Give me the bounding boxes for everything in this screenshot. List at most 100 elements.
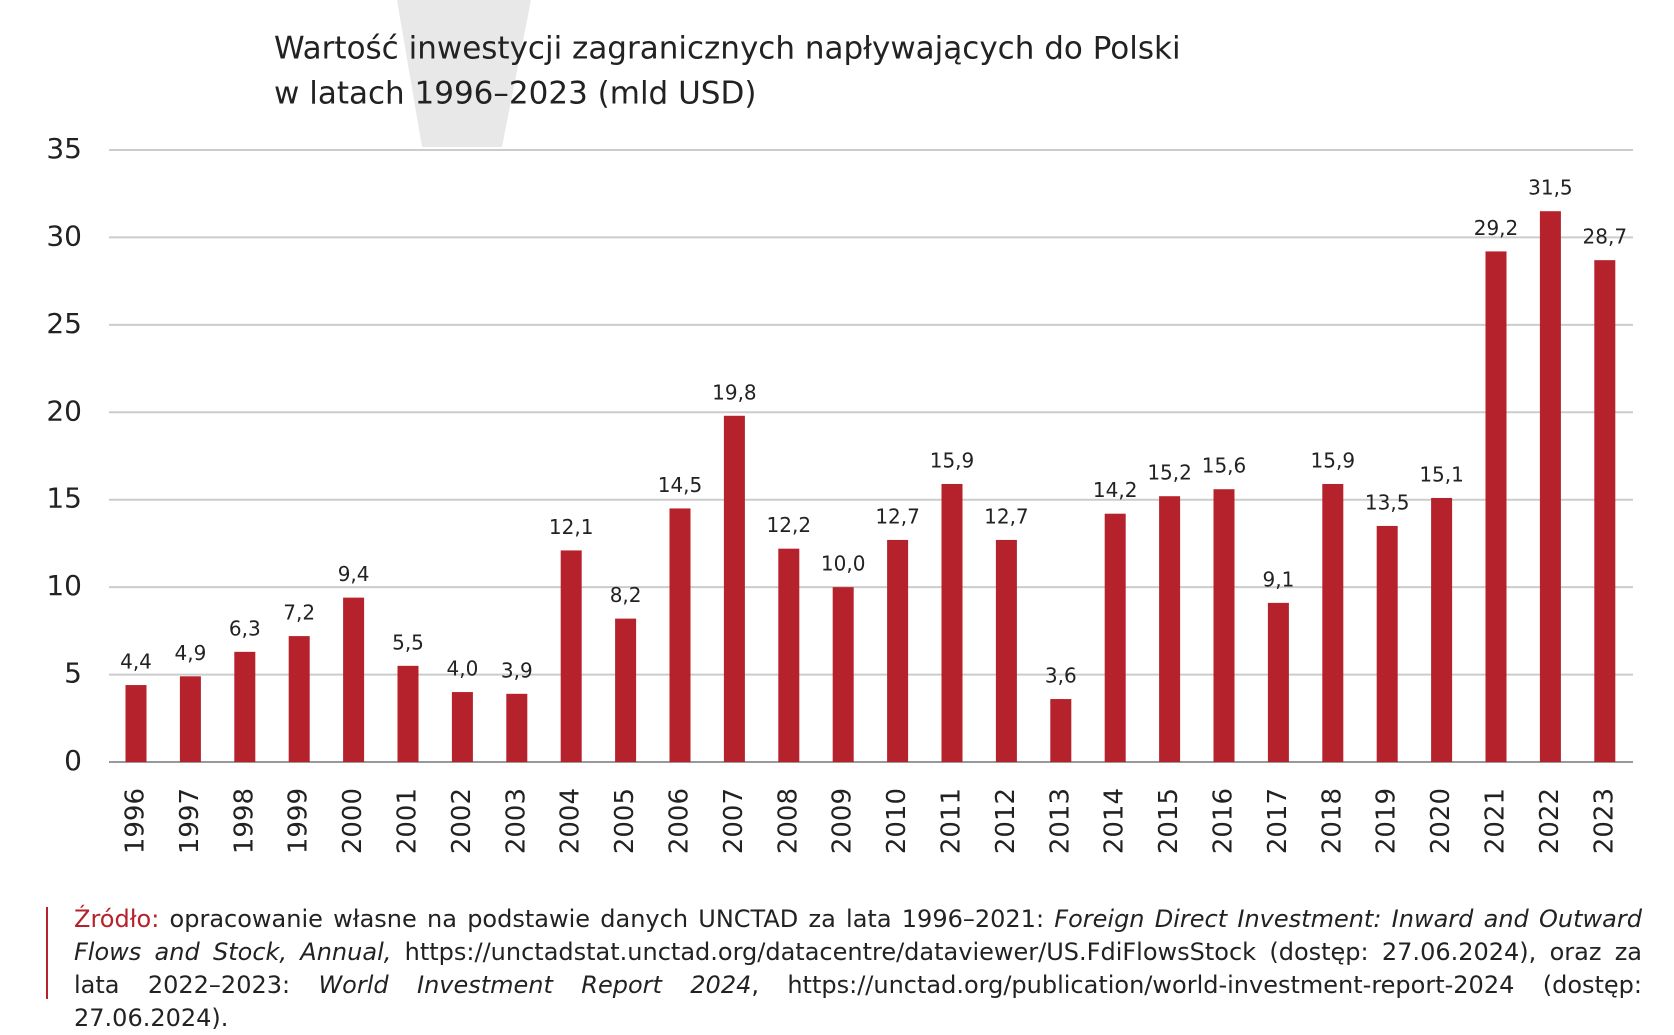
value-label: 3,9 — [501, 658, 533, 682]
x-tick-label: 2013 — [1045, 788, 1075, 854]
x-tick-label: 1997 — [175, 788, 205, 854]
x-tick-label: 2020 — [1426, 788, 1456, 854]
bar — [1213, 489, 1235, 762]
value-label: 15,1 — [1419, 462, 1464, 486]
bar — [941, 483, 963, 762]
bar — [1322, 483, 1344, 762]
chart: Wartość inwestycji zagranicznych napływa… — [46, 0, 1633, 854]
y-tick-label: 5 — [64, 657, 82, 690]
x-tick-label: 2010 — [882, 788, 912, 854]
value-label: 12,2 — [767, 513, 812, 537]
value-label: 4,9 — [174, 641, 206, 665]
y-tick-label: 15 — [46, 482, 82, 515]
value-label: 19,8 — [712, 380, 757, 404]
value-label: 29,2 — [1474, 216, 1519, 240]
bar — [179, 676, 201, 762]
y-tick-label: 35 — [46, 132, 82, 165]
value-label: 5,5 — [392, 630, 424, 654]
bar — [1267, 602, 1289, 762]
value-label: 15,9 — [1311, 448, 1356, 472]
x-tick-label: 1999 — [284, 788, 314, 854]
value-label: 7,2 — [283, 601, 315, 625]
x-tick-label: 2006 — [665, 788, 695, 854]
bar — [1104, 513, 1126, 762]
value-label: 8,2 — [610, 583, 642, 607]
bar — [125, 685, 147, 762]
x-tick-label: 2002 — [447, 788, 477, 854]
x-tick-label: 2009 — [828, 788, 858, 854]
chart-title: Wartość inwestycji zagranicznych napływa… — [274, 31, 1181, 67]
x-tick-label: 2000 — [338, 788, 368, 854]
chart-title: w latach 1996–2023 (mld USD) — [274, 76, 756, 112]
source-text: https://unctadstat.unctad.org/datacentre… — [74, 938, 1643, 999]
bar — [1431, 497, 1453, 762]
value-label: 12,7 — [984, 504, 1029, 528]
y-tick-label: 25 — [46, 307, 82, 340]
value-label: 6,3 — [229, 616, 261, 640]
x-tick-label: 2005 — [610, 788, 640, 854]
x-tick-label: 2001 — [393, 788, 423, 854]
bar — [1594, 260, 1616, 762]
value-label: 10,0 — [821, 552, 866, 576]
x-tick-label: 2016 — [1209, 788, 1239, 854]
bar — [723, 415, 745, 762]
x-tick-label: 2022 — [1535, 788, 1565, 854]
x-tick-label: 2014 — [1100, 788, 1130, 854]
x-tick-label: 2007 — [719, 788, 749, 854]
bar — [1376, 525, 1398, 762]
x-tick-label: 2003 — [501, 788, 531, 854]
value-label: 4,0 — [446, 657, 478, 681]
bar — [560, 550, 582, 762]
bar — [1485, 251, 1507, 762]
x-tick-label: 2012 — [991, 788, 1021, 854]
value-label: 12,1 — [549, 515, 594, 539]
bar — [234, 651, 256, 762]
x-tick-label: 1996 — [121, 788, 151, 854]
bar — [615, 618, 637, 762]
value-label: 9,4 — [338, 562, 370, 586]
x-tick-label: 2008 — [773, 788, 803, 854]
bar — [397, 665, 419, 762]
source-text: Foreign Direct Investment: Inward and Ou… — [74, 905, 1642, 966]
bar — [887, 539, 909, 762]
x-tick-label: 2021 — [1481, 788, 1511, 854]
x-tick-label: 2023 — [1589, 788, 1619, 854]
x-tick-label: 2019 — [1372, 788, 1402, 854]
decoration — [397, 0, 531, 147]
x-tick-label: 2017 — [1263, 788, 1293, 854]
bar — [343, 597, 365, 762]
x-tick-label: 1998 — [229, 788, 259, 854]
bar — [1539, 211, 1561, 762]
y-tick-label: 10 — [46, 569, 82, 602]
bar — [778, 548, 800, 762]
value-label: 14,2 — [1093, 478, 1138, 502]
source-text: , https://unctad.org/publication/world-i… — [74, 971, 1642, 1032]
x-tick-label: 2018 — [1317, 788, 1347, 854]
source-accent — [46, 907, 48, 999]
bar — [669, 508, 691, 762]
x-tick-label: 2015 — [1154, 788, 1184, 854]
source-text: opracowanie własne na podstawie danych U… — [159, 905, 1055, 933]
y-tick-label: 20 — [46, 394, 82, 427]
source-text: World Investment Report 2024 — [318, 971, 752, 999]
value-label: 4,4 — [120, 650, 152, 674]
value-label: 3,6 — [1045, 664, 1077, 688]
bar — [506, 693, 528, 762]
value-label: 28,7 — [1583, 225, 1628, 249]
source-label: Źródło: — [74, 905, 160, 933]
value-label: 31,5 — [1528, 176, 1573, 200]
value-label: 13,5 — [1365, 490, 1410, 514]
bar — [451, 692, 473, 762]
bar — [832, 587, 854, 762]
value-label: 15,9 — [930, 448, 975, 472]
bar — [1159, 496, 1181, 762]
bar — [1050, 699, 1072, 762]
x-tick-label: 2011 — [937, 788, 967, 854]
bar — [995, 539, 1017, 762]
value-label: 15,6 — [1202, 454, 1247, 478]
y-tick-label: 30 — [46, 219, 82, 252]
source: Źródło: opracowanie własne na podstawie … — [74, 903, 1642, 1035]
value-label: 15,2 — [1147, 461, 1192, 485]
value-label: 12,7 — [875, 504, 920, 528]
